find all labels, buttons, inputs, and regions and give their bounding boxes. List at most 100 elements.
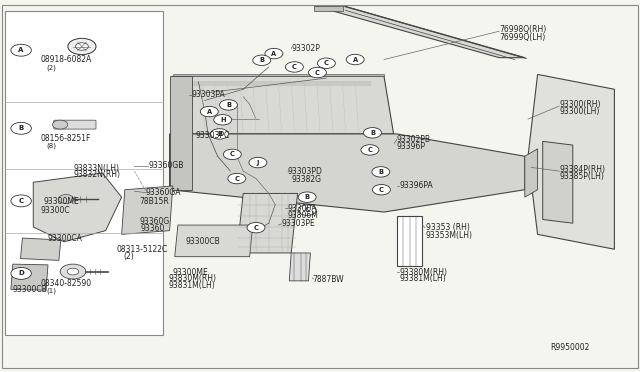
Text: 93303PE: 93303PE [282,219,316,228]
Circle shape [372,167,390,177]
Text: 78B15R: 78B15R [140,197,169,206]
Text: 93300C: 93300C [40,206,70,215]
Text: B: B [378,169,383,175]
Text: C: C [305,207,310,213]
Polygon shape [186,81,371,86]
Circle shape [285,62,303,72]
Text: 93385P(LH): 93385P(LH) [560,172,605,181]
Text: A: A [207,109,212,115]
Text: 93396P: 93396P [397,142,426,151]
Text: C: C [230,151,235,157]
Text: B: B [259,57,264,63]
Text: 93300(LH): 93300(LH) [560,107,600,116]
Text: 93830M(RH): 93830M(RH) [168,275,216,283]
Circle shape [68,38,96,55]
Polygon shape [175,225,253,257]
Text: 93360: 93360 [141,224,165,233]
Text: R9950002: R9950002 [550,343,590,352]
Polygon shape [11,264,48,290]
Circle shape [298,192,316,202]
Circle shape [364,128,381,138]
Circle shape [253,55,271,65]
Text: C: C [253,225,259,231]
Text: 93833N(LH): 93833N(LH) [74,164,120,173]
Circle shape [58,195,74,203]
Circle shape [214,115,232,125]
Text: 93381M(LH): 93381M(LH) [400,275,447,283]
Circle shape [223,149,241,160]
Polygon shape [528,74,614,249]
Circle shape [11,267,31,279]
Circle shape [220,100,237,110]
Circle shape [67,268,79,275]
Polygon shape [314,6,343,11]
Circle shape [308,67,326,78]
Circle shape [372,185,390,195]
Text: (2): (2) [124,252,134,261]
Text: 93302PB: 93302PB [397,135,431,144]
Polygon shape [20,238,61,260]
Text: 93353M(LH): 93353M(LH) [426,231,472,240]
Text: 93353 (RH): 93353 (RH) [426,223,470,232]
FancyBboxPatch shape [5,11,163,335]
FancyBboxPatch shape [54,120,96,129]
Polygon shape [173,76,394,134]
Text: 93384P(RH): 93384P(RH) [560,165,606,174]
Circle shape [228,173,246,184]
Text: 93380M(RH): 93380M(RH) [400,268,448,277]
Text: C: C [324,60,329,66]
Text: C: C [234,176,239,182]
Text: 76998Q(RH): 76998Q(RH) [499,25,547,34]
Polygon shape [397,216,422,266]
Text: 93303PC: 93303PC [195,131,230,140]
Text: B: B [217,131,222,137]
Text: 93300CB: 93300CB [13,285,47,294]
Text: A: A [271,51,276,57]
Text: C: C [367,147,372,153]
Polygon shape [173,74,384,76]
Circle shape [247,222,265,233]
Circle shape [11,44,31,56]
Text: C: C [315,70,320,76]
Circle shape [298,205,316,215]
Text: C: C [19,198,24,204]
Circle shape [11,122,31,134]
Polygon shape [543,141,573,223]
Text: (2): (2) [47,64,56,71]
Text: 93302P: 93302P [291,44,320,53]
Circle shape [200,106,218,117]
Polygon shape [237,193,298,253]
Circle shape [52,120,68,129]
Text: 93300CA: 93300CA [48,234,83,243]
Text: (1): (1) [47,287,57,294]
Text: C: C [292,64,297,70]
Circle shape [60,264,86,279]
Text: B: B [305,194,310,200]
Text: 93832N(RH): 93832N(RH) [74,170,120,179]
Polygon shape [170,134,525,212]
Text: 93303PA: 93303PA [192,90,226,99]
Text: J: J [257,160,259,166]
Text: B: B [226,102,231,108]
Text: 93382G: 93382G [291,175,321,184]
Text: 93396PA: 93396PA [400,182,434,190]
Circle shape [11,195,31,207]
Polygon shape [314,6,525,58]
Text: 93303PD: 93303PD [288,167,323,176]
Text: 76999Q(LH): 76999Q(LH) [499,33,545,42]
Text: 93831M(LH): 93831M(LH) [168,281,215,290]
Text: H: H [220,117,225,123]
Text: B: B [19,125,24,131]
Text: 93300ME: 93300ME [173,268,209,277]
Circle shape [249,157,267,168]
Text: 93300A: 93300A [288,204,317,213]
Polygon shape [122,186,173,234]
Text: A: A [19,47,24,53]
Text: (8): (8) [47,142,57,149]
Polygon shape [33,173,122,242]
Text: B: B [370,130,375,136]
Text: 93300ME: 93300ME [44,197,79,206]
Circle shape [265,48,283,59]
Text: 08918-6082A: 08918-6082A [40,55,92,64]
Text: 93806M: 93806M [288,211,319,219]
